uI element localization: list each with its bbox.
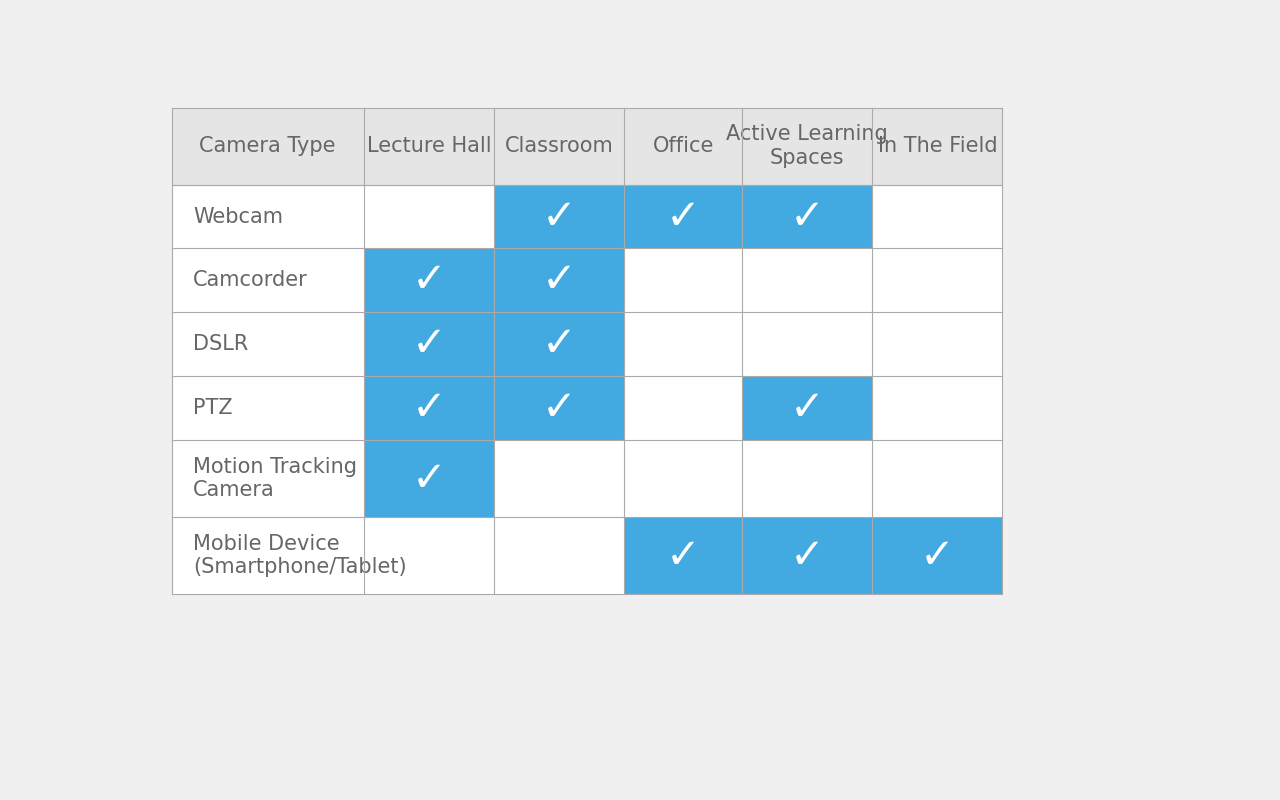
FancyBboxPatch shape [742, 249, 872, 312]
FancyBboxPatch shape [172, 517, 364, 594]
Text: ✓: ✓ [411, 387, 447, 430]
FancyBboxPatch shape [872, 517, 1002, 594]
Text: ✓: ✓ [411, 259, 447, 302]
Text: ✓: ✓ [790, 387, 824, 430]
Text: ✓: ✓ [541, 387, 576, 430]
Text: ✓: ✓ [541, 195, 576, 238]
FancyBboxPatch shape [364, 249, 494, 312]
FancyBboxPatch shape [364, 312, 494, 376]
FancyBboxPatch shape [872, 249, 1002, 312]
Text: In The Field: In The Field [878, 136, 997, 156]
FancyBboxPatch shape [742, 517, 872, 594]
FancyBboxPatch shape [742, 107, 872, 185]
FancyBboxPatch shape [494, 107, 625, 185]
FancyBboxPatch shape [172, 440, 364, 517]
FancyBboxPatch shape [625, 376, 742, 440]
FancyBboxPatch shape [494, 185, 625, 249]
Text: ✓: ✓ [666, 534, 700, 577]
FancyBboxPatch shape [872, 312, 1002, 376]
Text: ✓: ✓ [541, 323, 576, 366]
FancyBboxPatch shape [625, 107, 742, 185]
Text: ✓: ✓ [411, 323, 447, 366]
Text: DSLR: DSLR [193, 334, 248, 354]
Text: ✓: ✓ [920, 534, 955, 577]
Text: PTZ: PTZ [193, 398, 233, 418]
FancyBboxPatch shape [494, 312, 625, 376]
FancyBboxPatch shape [172, 249, 364, 312]
FancyBboxPatch shape [872, 107, 1002, 185]
Text: ✓: ✓ [541, 259, 576, 302]
Text: Camcorder: Camcorder [193, 270, 308, 290]
Text: Webcam: Webcam [193, 206, 283, 226]
FancyBboxPatch shape [742, 185, 872, 249]
FancyBboxPatch shape [364, 517, 494, 594]
FancyBboxPatch shape [494, 517, 625, 594]
Text: Mobile Device
(Smartphone/Tablet): Mobile Device (Smartphone/Tablet) [193, 534, 407, 578]
FancyBboxPatch shape [872, 376, 1002, 440]
FancyBboxPatch shape [364, 185, 494, 249]
Text: ✓: ✓ [790, 195, 824, 238]
Text: ✓: ✓ [790, 534, 824, 577]
Text: Classroom: Classroom [504, 136, 613, 156]
FancyBboxPatch shape [625, 440, 742, 517]
FancyBboxPatch shape [625, 517, 742, 594]
FancyBboxPatch shape [742, 440, 872, 517]
FancyBboxPatch shape [742, 312, 872, 376]
Text: Motion Tracking
Camera: Motion Tracking Camera [193, 457, 357, 500]
FancyBboxPatch shape [364, 107, 494, 185]
FancyBboxPatch shape [494, 440, 625, 517]
FancyBboxPatch shape [494, 376, 625, 440]
FancyBboxPatch shape [494, 249, 625, 312]
Text: Active Learning
Spaces: Active Learning Spaces [726, 125, 888, 168]
FancyBboxPatch shape [364, 440, 494, 517]
FancyBboxPatch shape [172, 312, 364, 376]
FancyBboxPatch shape [364, 376, 494, 440]
FancyBboxPatch shape [172, 185, 364, 249]
FancyBboxPatch shape [742, 376, 872, 440]
FancyBboxPatch shape [625, 185, 742, 249]
Text: Camera Type: Camera Type [200, 136, 335, 156]
FancyBboxPatch shape [625, 249, 742, 312]
Text: ✓: ✓ [411, 458, 447, 500]
FancyBboxPatch shape [625, 312, 742, 376]
Text: ✓: ✓ [666, 195, 700, 238]
FancyBboxPatch shape [872, 440, 1002, 517]
Text: Lecture Hall: Lecture Hall [366, 136, 492, 156]
Text: Office: Office [653, 136, 714, 156]
FancyBboxPatch shape [172, 107, 364, 185]
FancyBboxPatch shape [872, 185, 1002, 249]
FancyBboxPatch shape [172, 376, 364, 440]
